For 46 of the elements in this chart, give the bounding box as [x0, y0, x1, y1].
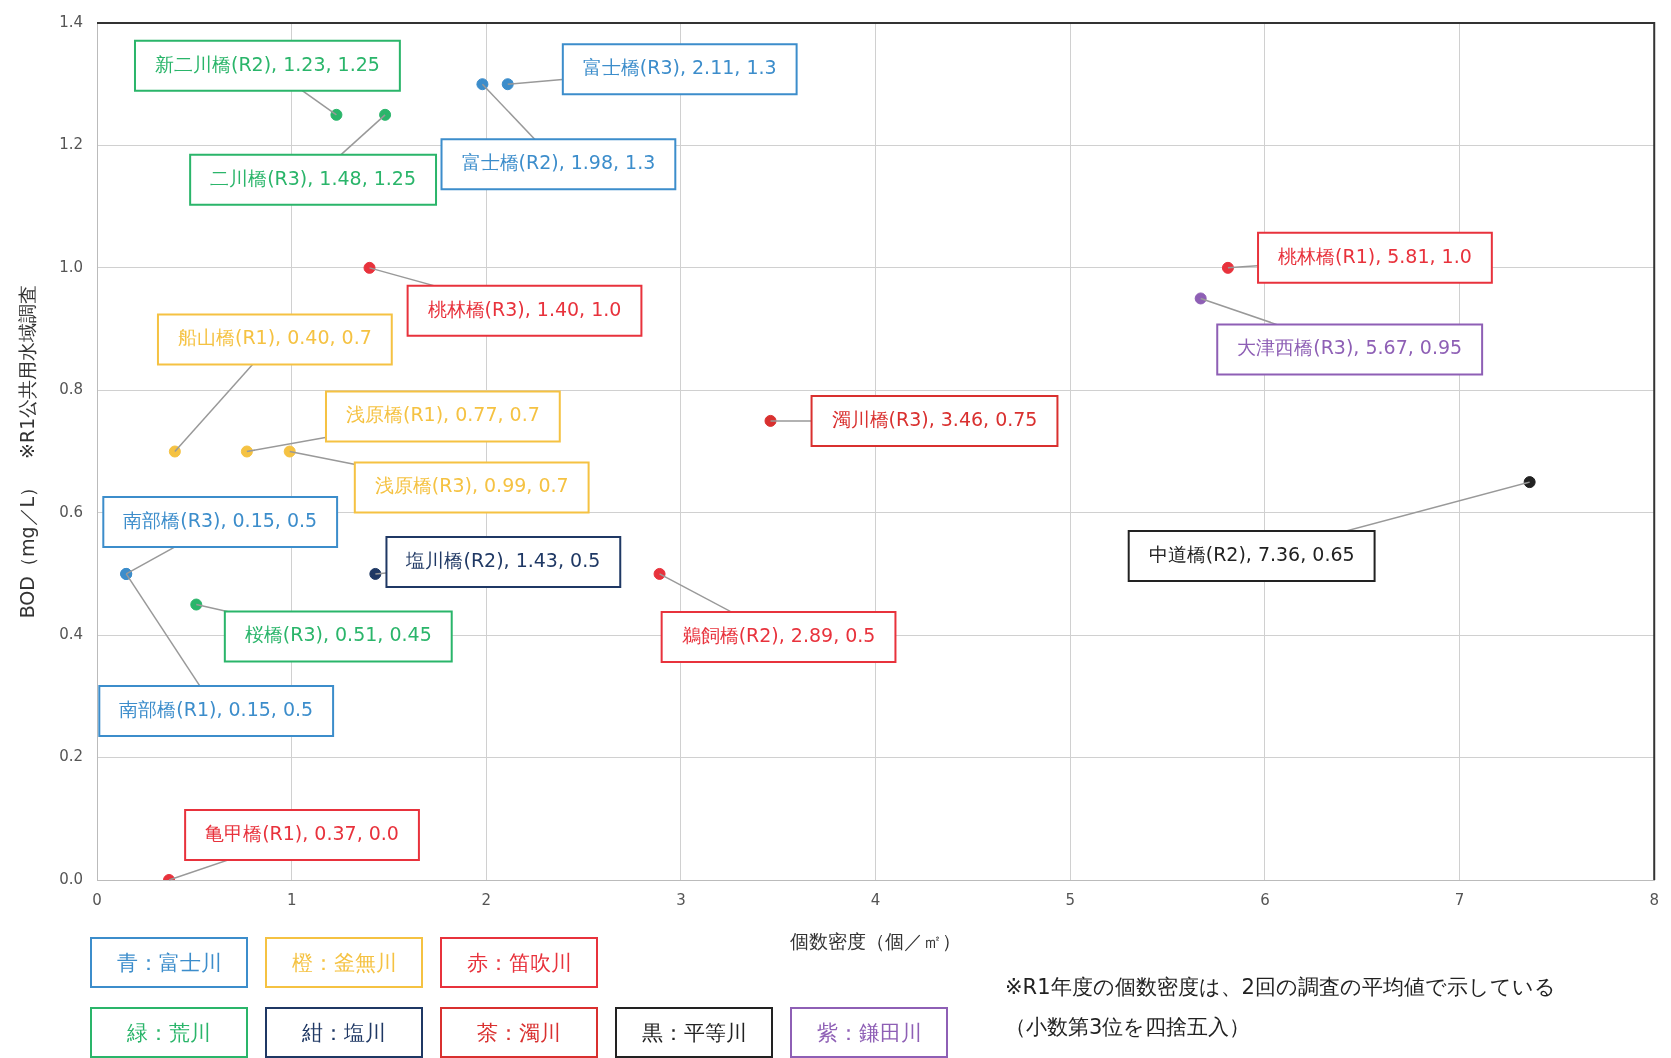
text: 茶：濁川: [440, 1007, 598, 1058]
x-tick-label: 7: [1454, 890, 1465, 909]
y-tick-label: 1.4: [59, 12, 83, 31]
y-tick-label: 1.2: [59, 135, 83, 154]
annotation: 濁川橋(R3), 3.46, 0.75: [831, 407, 1038, 430]
annotation: 南部橋(R1), 0.15, 0.5: [119, 697, 314, 720]
text: ※R1年度の個数密度は、2回の調査の平均値で示している: [1005, 974, 1556, 1001]
y-tick-label: 1.0: [59, 257, 83, 276]
annotation: 亀甲橋(R1), 0.37, 0.0: [205, 821, 399, 844]
annotation: 桃林橋(R1), 5.81, 1.0: [1278, 244, 1472, 267]
annotation: 浅原橋(R1), 0.77, 0.7: [345, 403, 540, 426]
text: 青：富士川: [90, 937, 248, 988]
x-tick-label: 8: [1649, 890, 1659, 909]
annotation: 桃林橋(R3), 1.40, 1.0: [427, 297, 622, 320]
annotation: 二川橋(R3), 1.48, 1.25: [210, 166, 417, 189]
x-tick-label: 5: [1065, 890, 1076, 909]
text: 緑：荒川: [90, 1007, 248, 1058]
annotation: 桜橋(R3), 0.51, 0.45: [244, 623, 432, 646]
annotation: 鵜飼橋(R2), 2.89, 0.5: [681, 623, 876, 646]
text: 紺：塩川: [265, 1007, 423, 1058]
y-tick-label: 0.6: [59, 502, 83, 521]
text: 橙：釜無川: [265, 937, 423, 988]
annotation: 南部橋(R3), 0.15, 0.5: [123, 508, 318, 531]
text: （小数第3位を四捨五入）: [1005, 1014, 1251, 1041]
x-tick-label: 0: [92, 890, 102, 909]
annotation: 浅原橋(R3), 0.99, 0.7: [374, 474, 569, 497]
x-tick-label: 6: [1260, 890, 1270, 909]
x-tick-label: 4: [870, 890, 881, 909]
x-tick-label: 3: [676, 890, 686, 909]
x-tick-label: 1: [286, 890, 297, 909]
annotation: 富士橋(R2), 1.98, 1.3: [461, 151, 656, 174]
x-tick-label: 2: [481, 890, 492, 909]
y-axis-title: BOD（mg／L） ※R1公共用水域調査: [15, 284, 38, 619]
x-axis-title: 個数密度（個／㎡）: [790, 929, 962, 952]
text: 赤：笛吹川: [440, 937, 598, 988]
annotation: 富士橋(R3), 2.11, 1.3: [582, 56, 777, 79]
y-tick-label: 0.4: [59, 625, 83, 644]
text: 紫：鎌田川: [790, 1007, 948, 1058]
annotation: 船山橋(R1), 0.40, 0.7: [177, 326, 372, 349]
annotation: 大津西橋(R3), 5.67, 0.95: [1237, 336, 1463, 359]
y-tick-label: 0.8: [59, 380, 83, 399]
y-tick-label: 0.0: [59, 869, 83, 888]
y-tick-label: 0.2: [59, 747, 83, 766]
annotation: 中道橋(R2), 7.36, 0.65: [1148, 543, 1355, 566]
text: 黒：平等川: [615, 1007, 773, 1058]
annotation: 新二川橋(R2), 1.23, 1.25: [154, 52, 380, 75]
